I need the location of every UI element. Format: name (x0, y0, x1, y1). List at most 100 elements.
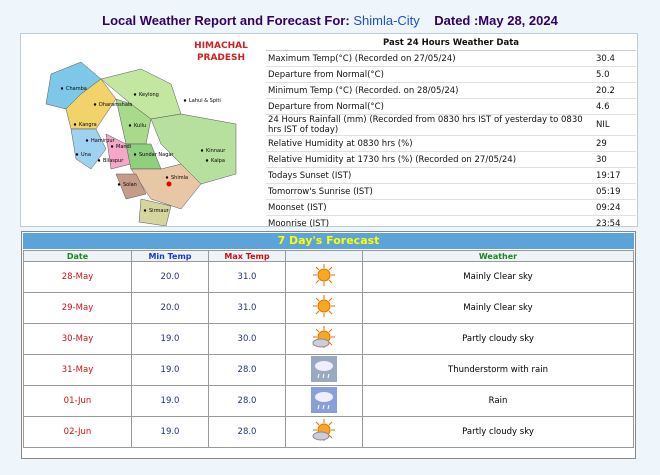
past-row: Minimum Temp (°C) (Recorded. on 28/05/24… (266, 83, 636, 99)
date: Dated :May 28, 2024 (434, 13, 558, 28)
past-row: 24 Hours Rainfall (mm) (Recorded from 08… (266, 115, 636, 136)
drops (317, 373, 330, 378)
rays (313, 294, 335, 317)
place-label: Kinnaur (206, 148, 226, 154)
place-label: Lahul & Spiti (189, 98, 221, 104)
title-text: Local Weather Report and Forecast For: (102, 13, 350, 28)
weather-icon (313, 263, 335, 286)
forecast-table: Date Min Temp Max Temp Weather 28-May 20.… (23, 250, 634, 448)
title: Local Weather Report and Forecast For: S… (0, 13, 660, 28)
max-temp: 28.0 (208, 416, 286, 448)
past-label: Relative Humidity at 1730 hrs (%) (Recor… (268, 154, 517, 165)
weather-icon (311, 386, 337, 413)
place-dot (200, 149, 204, 152)
place-dot (93, 103, 97, 106)
place-dot (60, 87, 64, 90)
place-dot (165, 176, 169, 179)
icon-cell (285, 292, 363, 324)
past-value: 05:19 (596, 186, 621, 197)
past-row: Relative Humidity at 1730 hrs (%) (Recor… (266, 152, 636, 168)
cloud (315, 360, 333, 371)
place-label: Sundar Nagar (139, 152, 174, 158)
weather: Mainly Clear sky (362, 261, 634, 293)
past-value: 29 (596, 138, 607, 149)
place-dot (73, 123, 77, 126)
place-dot (97, 159, 101, 162)
date: 01-Jun (23, 385, 132, 417)
past-label: Departure from Normal(°C) (268, 69, 384, 80)
past-value: 5.0 (596, 69, 610, 80)
city: Shimla-City (353, 13, 420, 28)
max-temp: 28.0 (208, 385, 286, 417)
past-row: Departure from Normal(°C) 5.0 (266, 67, 636, 83)
past-value: 09:24 (596, 202, 621, 213)
col-head: Date (23, 250, 132, 262)
col-head: Min Temp (131, 250, 209, 262)
past-value: 4.6 (596, 101, 610, 112)
past-value: 30 (596, 154, 607, 165)
forecast: 7 Day's Forecast Date Min Temp Max Temp … (21, 231, 636, 459)
date: 02-Jun (23, 416, 132, 448)
place-dot (85, 139, 89, 142)
icon-cell (285, 354, 363, 386)
past-row: Moonset (IST) 09:24 (266, 200, 636, 216)
forecast-row: 01-Jun 19.0 28.0 Rain (23, 385, 634, 417)
place-dot (143, 209, 147, 212)
past-label: Minimum Temp (°C) (Recorded. on 28/05/24… (268, 85, 459, 96)
past-24h: Past 24 Hours Weather Data Maximum Temp(… (266, 36, 636, 232)
icon-cell (285, 261, 363, 293)
min-temp: 20.0 (131, 292, 209, 324)
place-dot (133, 93, 137, 96)
weather: Partly cloudy sky (362, 416, 634, 448)
top-panel: HIMACHAL PRADESH Chamba Keylong Lahul & Sp… (20, 33, 638, 232)
min-temp: 19.0 (131, 354, 209, 386)
max-temp: 28.0 (208, 354, 286, 386)
forecast-row: 31-May 19.0 28.0 Thunderstorm with rain (23, 354, 634, 386)
max-temp: 31.0 (208, 292, 286, 324)
past-label: Departure from Normal(°C) (268, 101, 384, 112)
place-label: Mandi (116, 144, 131, 150)
past-row: Departure from Normal(°C) 4.6 (266, 99, 636, 115)
past-heading: Past 24 Hours Weather Data (266, 36, 636, 51)
map: HIMACHAL PRADESH Chamba Keylong Lahul & Sp… (45, 41, 248, 226)
map-title: HIMACHAL (194, 41, 248, 51)
date: 28-May (23, 261, 132, 293)
place-dot (133, 153, 137, 156)
past-row: Maximum Temp(°C) (Recorded on 27/05/24) 3… (266, 51, 636, 67)
past-value: 20.2 (596, 85, 615, 96)
weather: Partly cloudy sky (362, 323, 634, 355)
forecast-row: 02-Jun 19.0 28.0 Partly cloudy sky (23, 416, 634, 448)
icon-cell (285, 385, 363, 417)
past-value: 23:54 (596, 218, 621, 229)
place-label: Bilaspur (103, 158, 124, 164)
col-head: Weather (362, 250, 634, 262)
place-label: Solan (123, 182, 137, 188)
place-label: Chamba (66, 86, 87, 92)
icon-cell (285, 416, 363, 448)
past-label: Moonset (IST) (268, 202, 327, 213)
past-label: Todays Sunset (IST) (268, 170, 352, 181)
place-dot (110, 145, 114, 148)
date: 30-May (23, 323, 132, 355)
place-label: Hamirpur (91, 138, 115, 144)
place-label: Sirmaur (149, 208, 170, 214)
place-label: Shimla (171, 175, 188, 181)
min-temp: 20.0 (131, 261, 209, 293)
past-label: Moonrise (IST) (268, 218, 330, 229)
map-title: PRADESH (197, 53, 245, 63)
drops (317, 404, 330, 409)
place-dot (183, 99, 187, 102)
weather: Thunderstorm with rain (362, 354, 634, 386)
place-dot (75, 153, 79, 156)
past-value: NIL (596, 120, 610, 130)
place-dot (128, 124, 132, 127)
icon-cell (285, 323, 363, 355)
rays (313, 263, 335, 286)
weather-icon (313, 294, 335, 317)
max-temp: 31.0 (208, 261, 286, 293)
place-label: Una (81, 152, 91, 158)
forecast-row: 28-May 20.0 31.0 Mainly Clear sky (23, 261, 634, 293)
past-label: 24 Hours Rainfall (mm) (Recorded from 08… (268, 115, 583, 135)
place-label: Dharamshala (99, 102, 132, 108)
weather-icon (311, 355, 337, 382)
